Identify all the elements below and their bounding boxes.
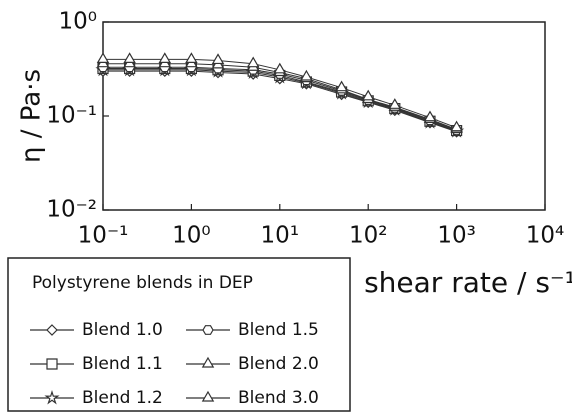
- legend-marker: [46, 358, 58, 370]
- plot-frame: [102, 21, 546, 211]
- marker: [158, 52, 172, 64]
- legend-marker: [201, 390, 215, 402]
- x-axis-label: shear rate / s⁻¹: [364, 266, 572, 299]
- x-tick-label: 10⁴: [526, 223, 565, 249]
- marker: [450, 120, 463, 132]
- y-tick-label: 10⁰: [59, 9, 98, 35]
- legend-box: [7, 257, 351, 412]
- legend-title: Polystyrene blends in DEP: [32, 273, 253, 293]
- marker: [211, 53, 225, 65]
- legend-label: Blend 3.0: [238, 388, 319, 408]
- y-tick-label: 10⁻¹: [46, 103, 97, 129]
- legend-marker: [201, 356, 215, 368]
- x-tick-label: 10⁰: [172, 223, 211, 249]
- x-tick-label: 10³: [437, 223, 476, 249]
- legend-label: Blend 1.2: [82, 388, 163, 408]
- legend-marker: [44, 390, 60, 405]
- legend-marker: [46, 324, 58, 336]
- marker: [335, 80, 348, 92]
- marker: [185, 52, 198, 64]
- x-tick-label: 10¹: [261, 223, 300, 249]
- x-tick-label: 10²: [349, 223, 388, 249]
- legend-label: Blend 1.5: [238, 320, 319, 340]
- marker: [361, 89, 375, 101]
- marker: [300, 69, 313, 81]
- marker: [96, 52, 110, 64]
- marker: [123, 52, 136, 64]
- marker: [388, 98, 402, 109]
- x-tick-label: 10⁻¹: [78, 223, 129, 249]
- legend-label: Blend 2.0: [238, 354, 319, 374]
- legend-label: Blend 1.1: [82, 354, 163, 374]
- marker: [273, 62, 287, 74]
- marker: [423, 110, 437, 122]
- legend-marker: [202, 325, 214, 335]
- y-tick-label: 10⁻²: [46, 197, 97, 223]
- marker: [246, 56, 260, 68]
- y-axis-label: η / Pa·s: [17, 69, 47, 163]
- legend-label: Blend 1.0: [82, 320, 163, 340]
